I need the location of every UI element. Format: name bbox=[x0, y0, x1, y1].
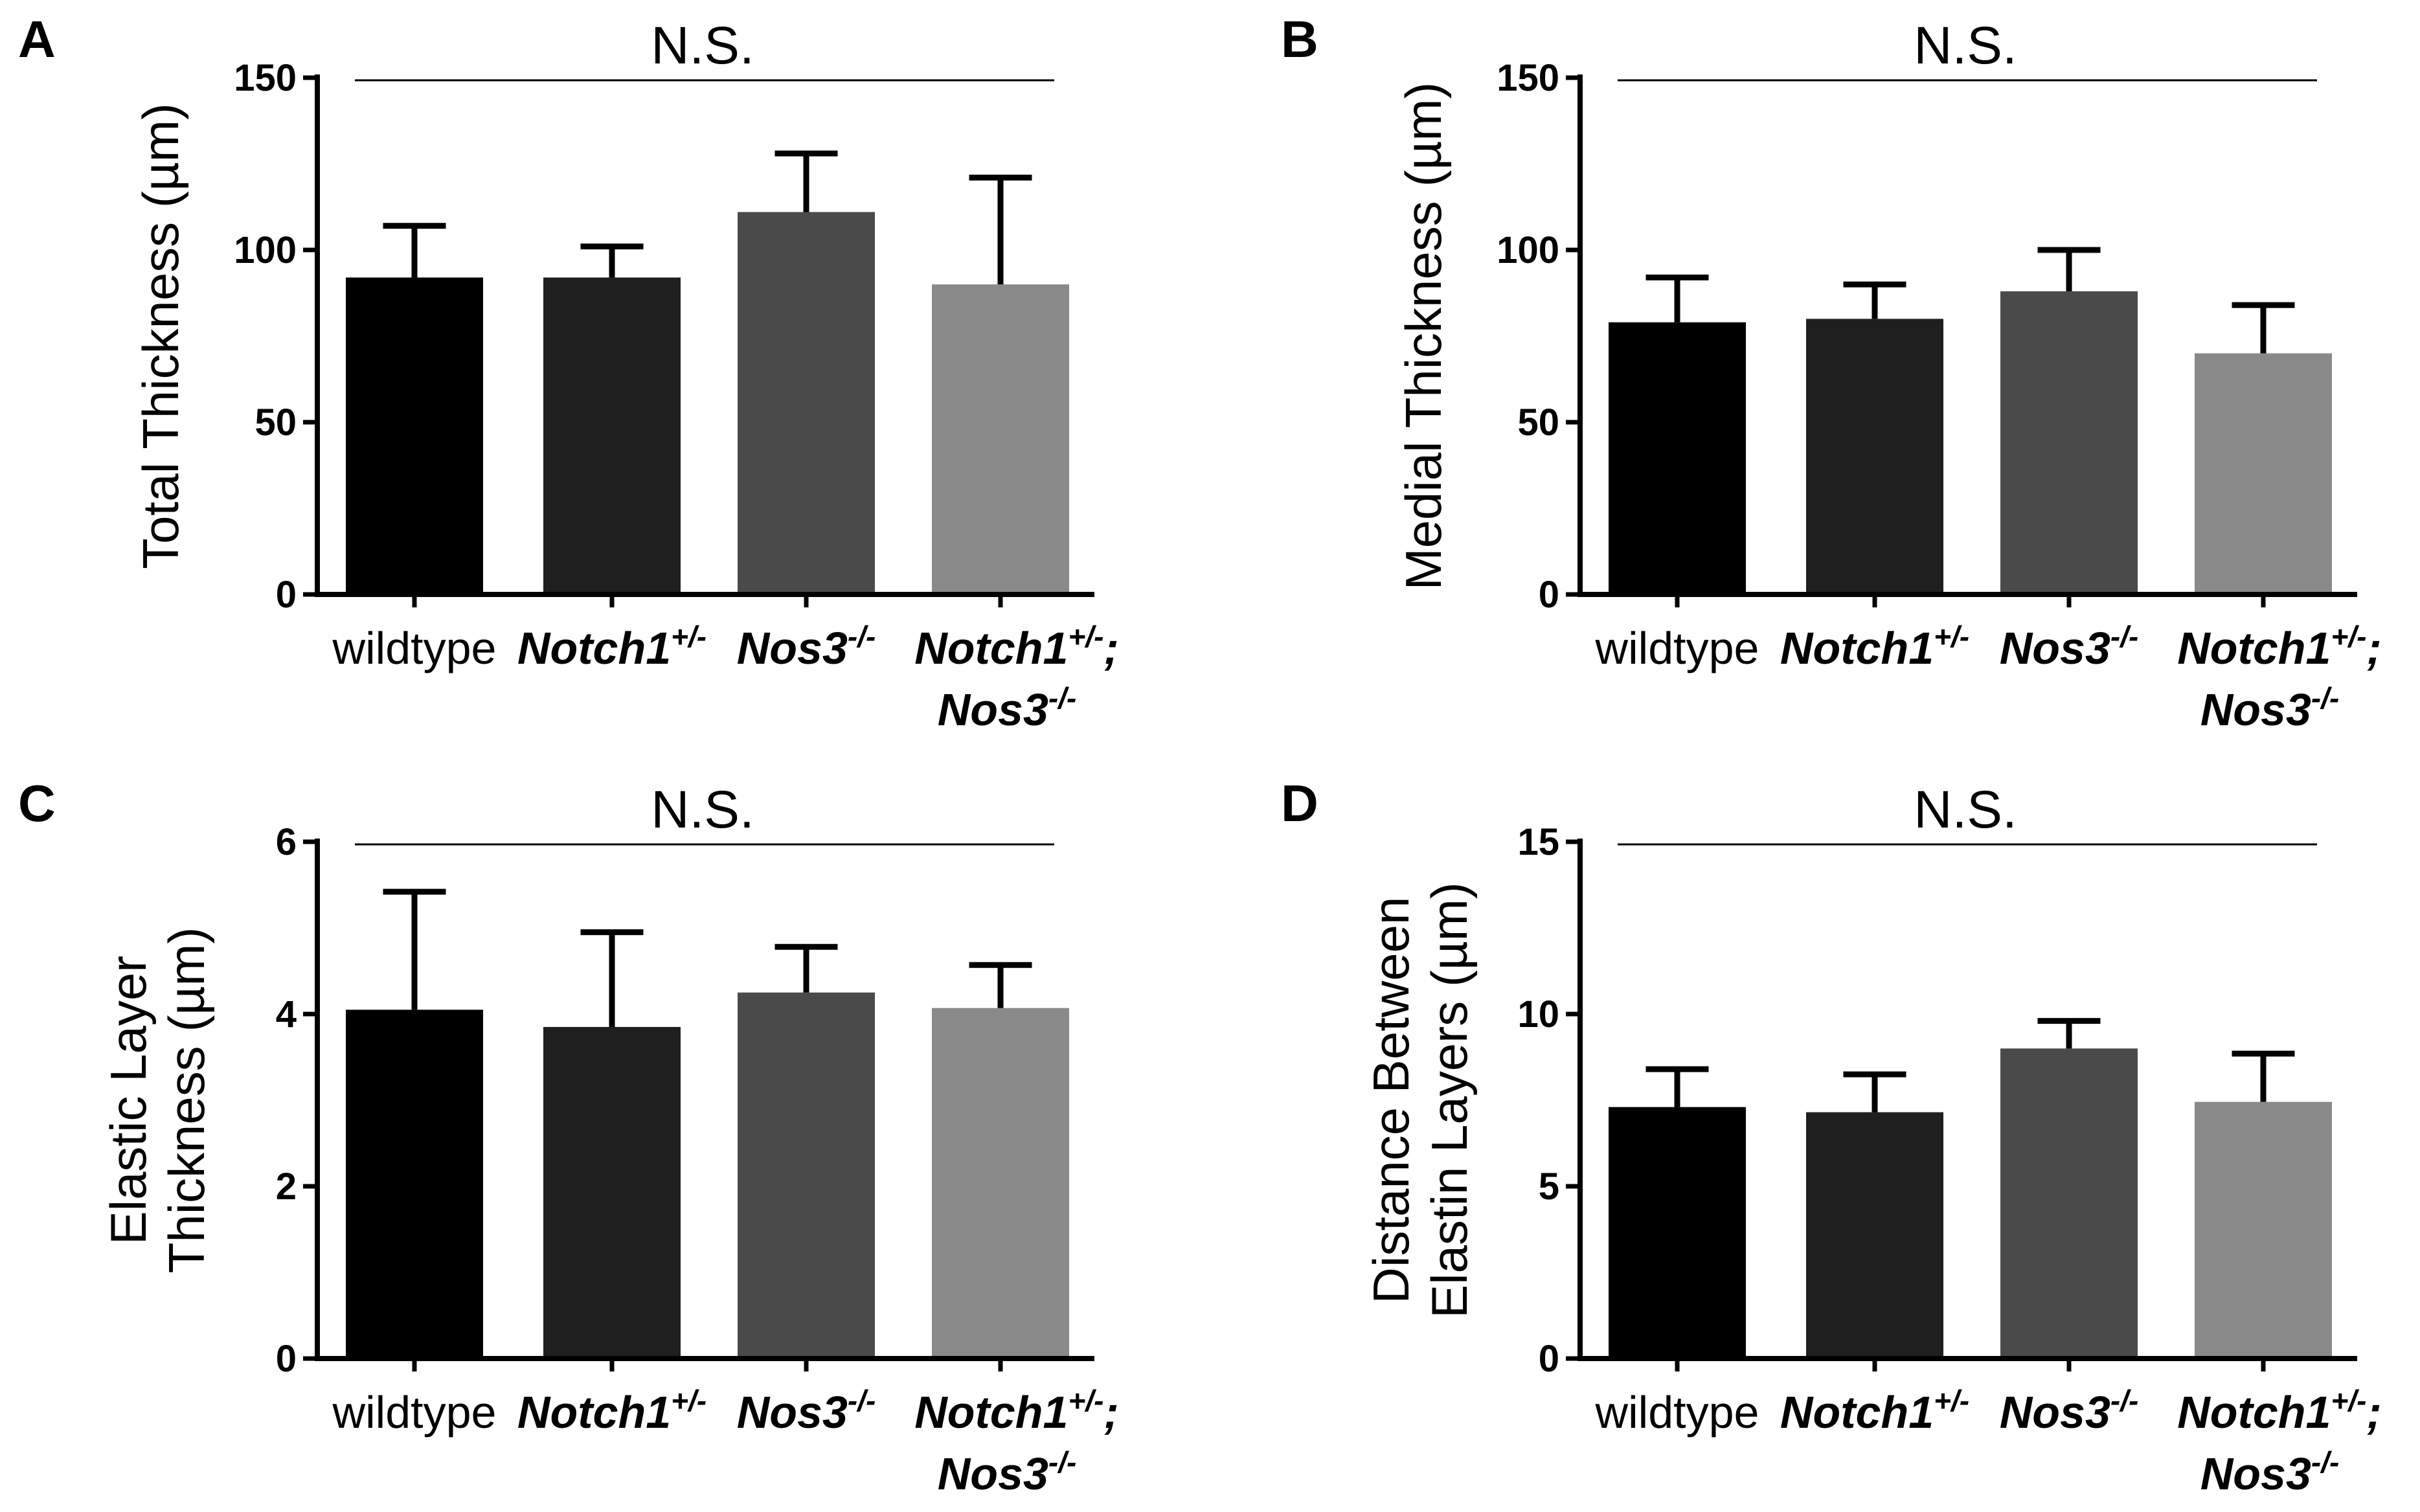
y-tick-label: 150 bbox=[1497, 57, 1559, 99]
y-tick-label: 50 bbox=[1517, 401, 1559, 444]
bar-2 bbox=[1806, 319, 1943, 594]
bar-3 bbox=[2000, 1048, 2138, 1359]
significance-label: N.S. bbox=[1914, 780, 2017, 839]
y-tick-label: 10 bbox=[1517, 993, 1559, 1035]
x-tick-label-4-line-2: Nos3-/- bbox=[938, 1445, 1077, 1499]
panel-letter: B bbox=[1281, 10, 1318, 68]
x-tick-label-2: Notch1+/- bbox=[517, 1384, 707, 1438]
x-tick-label-3: Nos3-/- bbox=[2000, 1384, 2139, 1438]
bar-4 bbox=[2195, 353, 2332, 594]
x-tick-label-1: wildtype bbox=[1595, 1387, 1759, 1438]
x-tick-label-4-line-1: Notch1+/-; bbox=[2177, 620, 2382, 673]
x-tick-label-4-line-1: Notch1+/-; bbox=[2177, 1384, 2382, 1438]
bar-3 bbox=[738, 992, 875, 1359]
chart-panel-d: D N.S. 0 5 10 15 wildtype Notch1+/- Nos3-/- Notch… bbox=[1281, 774, 2382, 1499]
x-tick-label-2: Notch1+/- bbox=[1780, 620, 1969, 673]
bar-4 bbox=[2195, 1101, 2332, 1359]
bar-1 bbox=[1609, 322, 1746, 594]
y-tick-label: 0 bbox=[1539, 574, 1559, 616]
y-tick-label: 0 bbox=[1539, 1338, 1559, 1380]
x-tick-label-3: Nos3-/- bbox=[737, 1384, 876, 1438]
y-axis-label-line-2: Thickness (µm) bbox=[158, 927, 215, 1274]
x-tick-label-3: Nos3-/- bbox=[2000, 620, 2139, 673]
bar-4 bbox=[932, 284, 1069, 594]
panel-letter: C bbox=[18, 774, 56, 832]
y-tick-label: 0 bbox=[276, 1338, 297, 1380]
x-tick-label-3: Nos3-/- bbox=[737, 620, 876, 673]
x-tick-label-4-line-2: Nos3-/- bbox=[2200, 681, 2340, 735]
panel-letter: D bbox=[1281, 774, 1318, 832]
bar-1 bbox=[346, 1010, 483, 1359]
chart-panel-a: A N.S. 0 50 100 150 wildtype Notch1+/- Nos3-/- No… bbox=[18, 10, 1119, 735]
bar-4 bbox=[932, 1008, 1069, 1359]
bar-1 bbox=[346, 277, 483, 594]
bar-3 bbox=[2000, 291, 2138, 594]
bar-2 bbox=[543, 277, 681, 594]
bar-2 bbox=[1806, 1112, 1943, 1359]
significance-label: N.S. bbox=[651, 780, 754, 839]
y-axis-label-line-1: Distance Between bbox=[1363, 897, 1419, 1304]
x-tick-label-4-line-1: Notch1+/-; bbox=[914, 620, 1119, 673]
x-tick-label-1: wildtype bbox=[332, 623, 497, 673]
y-tick-label: 0 bbox=[276, 574, 297, 616]
y-tick-label: 100 bbox=[1497, 229, 1559, 271]
chart-panel-c: C N.S. 0 2 4 6 wildtype Notch1+/- Nos3-/- Notch1+… bbox=[18, 774, 1119, 1499]
y-tick-label: 50 bbox=[254, 401, 297, 444]
x-tick-label-1: wildtype bbox=[1595, 623, 1759, 673]
y-axis-label-line-1: Elastic Layer bbox=[100, 956, 157, 1245]
y-tick-label: 4 bbox=[276, 993, 297, 1035]
y-axis-label: Medial Thickness (µm) bbox=[1395, 82, 1452, 591]
x-tick-label-4-line-2: Nos3-/- bbox=[938, 681, 1077, 735]
bar-3 bbox=[738, 212, 875, 595]
y-tick-label: 5 bbox=[1539, 1166, 1559, 1208]
significance-label: N.S. bbox=[1914, 16, 2017, 75]
significance-label: N.S. bbox=[651, 16, 754, 75]
y-axis-label-line-2: Elastin Layers (µm) bbox=[1421, 882, 1478, 1318]
panel-letter: A bbox=[18, 10, 56, 68]
x-tick-label-4-line-2: Nos3-/- bbox=[2200, 1445, 2340, 1499]
y-tick-label: 15 bbox=[1517, 821, 1559, 863]
y-tick-label: 2 bbox=[276, 1166, 297, 1208]
y-tick-label: 150 bbox=[234, 57, 297, 99]
bar-1 bbox=[1609, 1107, 1746, 1359]
x-tick-label-1: wildtype bbox=[332, 1387, 497, 1438]
bar-2 bbox=[543, 1026, 681, 1359]
y-tick-label: 100 bbox=[234, 229, 297, 271]
x-tick-label-2: Notch1+/- bbox=[1780, 1384, 1969, 1438]
x-tick-label-2: Notch1+/- bbox=[517, 620, 707, 673]
chart-panel-b: B N.S. 0 50 100 150 wildtype Notch1+/- Nos3-/- No… bbox=[1281, 10, 2382, 735]
y-tick-label: 6 bbox=[276, 821, 297, 863]
x-tick-label-4-line-1: Notch1+/-; bbox=[914, 1384, 1119, 1438]
y-axis-label: Total Thickness (µm) bbox=[132, 103, 189, 569]
